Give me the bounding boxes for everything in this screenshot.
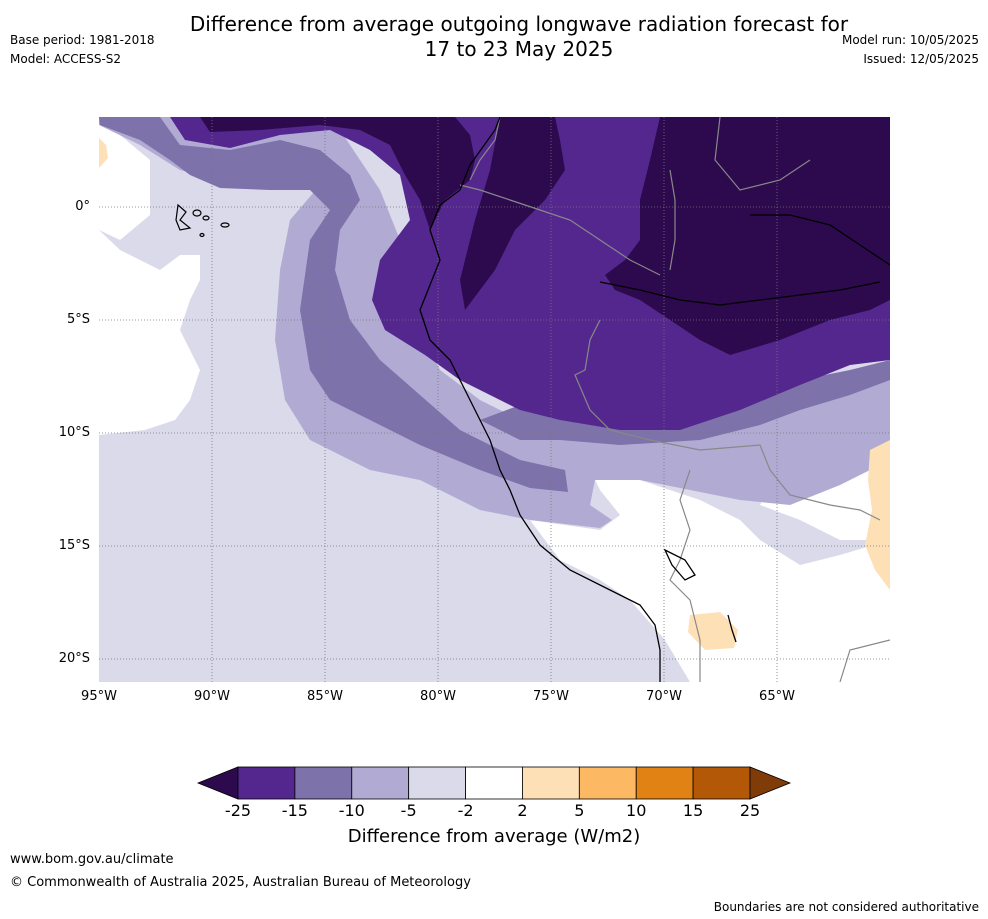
colorbar-tick-label: 5 bbox=[574, 801, 585, 820]
lat-label-15s: 15°S bbox=[58, 538, 90, 553]
colorbar-bin-8 bbox=[692, 766, 751, 800]
region-near-zero-nw bbox=[99, 117, 150, 240]
copyright-text: © Commonwealth of Australia 2025, Austra… bbox=[10, 875, 471, 890]
lon-label-85w: 85°W bbox=[307, 689, 343, 704]
issued-date: Issued: 12/05/2025 bbox=[863, 52, 979, 66]
lon-label-70w: 70°W bbox=[646, 689, 682, 704]
colorbar-tick-label: 25 bbox=[739, 801, 761, 820]
base-period: Base period: 1981-2018 bbox=[10, 33, 155, 47]
graticule bbox=[99, 117, 890, 682]
coastline bbox=[419, 117, 890, 682]
title-line-2: 17 to 23 May 2025 bbox=[424, 37, 614, 61]
lon-label-65w: 65°W bbox=[759, 689, 795, 704]
region-near-zero-west bbox=[99, 230, 200, 435]
colorbar-tick-label: -15 bbox=[281, 801, 308, 820]
model-name: Model: ACCESS-S2 bbox=[10, 52, 122, 66]
website-link[interactable]: www.bom.gov.au/climate bbox=[10, 852, 174, 867]
colorbar bbox=[196, 766, 792, 800]
region-near-zero-south bbox=[530, 470, 890, 682]
galapagos-islands bbox=[175, 203, 230, 238]
colorbar-tick-label: -2 bbox=[457, 801, 474, 820]
colorbar-bin-6 bbox=[578, 766, 637, 800]
lat-label-5s: 5°S bbox=[66, 312, 90, 327]
colorbar-label: Difference from average (W/m2) bbox=[347, 826, 641, 847]
region-positive-east bbox=[865, 440, 890, 590]
colorbar-tick-label: -10 bbox=[338, 801, 365, 820]
model-run: Model run: 10/05/2025 bbox=[841, 33, 979, 47]
region-minus5-minus10 bbox=[99, 117, 890, 528]
colorbar-bin-7 bbox=[635, 766, 694, 800]
region-below-minus25-ridge bbox=[460, 117, 565, 310]
lat-label-10s: 10°S bbox=[58, 425, 90, 440]
lat-label-20s: 20°S bbox=[58, 651, 90, 666]
region-minus10-minus15 bbox=[99, 117, 568, 492]
lon-label-80w: 80°W bbox=[420, 689, 456, 704]
colorbar-bin-0 bbox=[237, 766, 296, 800]
boundary-disclaimer: Boundaries are not considered authoritat… bbox=[713, 900, 979, 914]
colorbar-tick-label: 15 bbox=[682, 801, 704, 820]
colorbar-bin-5 bbox=[522, 766, 580, 800]
colorbar-tick-label: -25 bbox=[224, 801, 252, 820]
lon-label-90w: 90°W bbox=[194, 689, 230, 704]
colorbar-bin-1 bbox=[294, 766, 353, 800]
title-line-1: Difference from average outgoing longwav… bbox=[189, 12, 849, 36]
colorbar-bin-2 bbox=[351, 766, 410, 800]
colorbar-extend-high bbox=[749, 766, 792, 800]
lat-label-0: 0° bbox=[75, 199, 90, 214]
colorbar-bin-4 bbox=[465, 766, 523, 800]
region-below-minus25-east bbox=[605, 117, 890, 355]
lon-label-75w: 75°W bbox=[533, 689, 569, 704]
colorbar-bin-3 bbox=[408, 766, 466, 800]
country-borders bbox=[459, 117, 890, 682]
lon-label-95w: 95°W bbox=[81, 689, 117, 704]
colorbar-extend-low bbox=[196, 766, 239, 800]
region-positive-nw bbox=[99, 138, 108, 168]
map-title: Difference from average outgoing longwav… bbox=[0, 12, 988, 62]
region-below-minus25-north bbox=[200, 117, 475, 230]
colorbar-tick-label: -5 bbox=[400, 801, 417, 820]
colorbar-tick-label: 10 bbox=[626, 801, 647, 820]
colorbar-tick-label: 2 bbox=[517, 801, 528, 820]
